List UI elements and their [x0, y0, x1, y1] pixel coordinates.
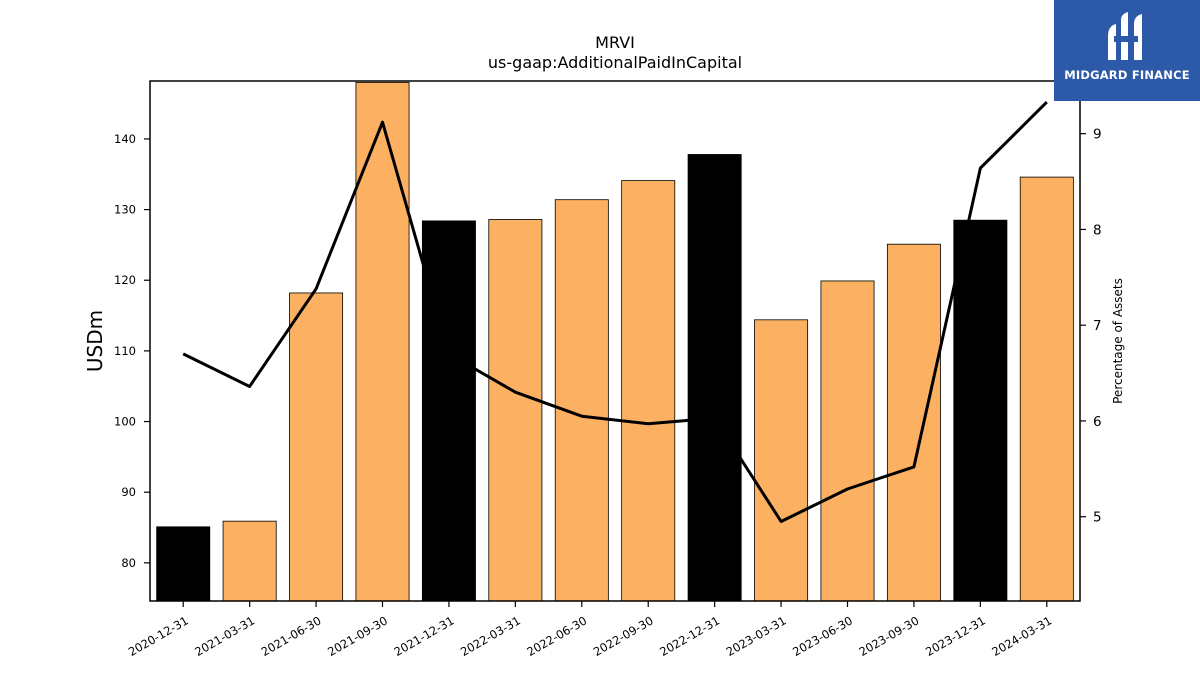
bar-2023-03-31: [754, 319, 809, 602]
bar-2022-09-30: [621, 180, 676, 602]
bar-2023-09-30: [886, 243, 941, 602]
y-axis-left: 80 90 100 110 120 130 140: [114, 132, 150, 570]
y-tick-label: 90: [121, 485, 136, 499]
line-layer: [182, 101, 1048, 523]
plot-frame: [149, 80, 1081, 602]
bar-group: [156, 82, 1074, 602]
x-tick-label: 2023-03-31: [724, 613, 789, 659]
x-tick-label: 2021-06-30: [259, 613, 324, 659]
bar-2023-12-31: [953, 219, 1008, 602]
y-tick-label: 140: [114, 132, 136, 146]
y-axis-label: USDm: [83, 310, 107, 372]
x-tick-label: 2023-09-30: [857, 613, 922, 659]
bar-2021-06-30: [289, 292, 344, 602]
brand-logo: MIDGARD FINANCE: [1054, 0, 1200, 101]
x-tick-label: 2021-09-30: [325, 613, 390, 659]
bar-2022-12-31: [687, 154, 742, 602]
bar-2021-12-31: [421, 220, 476, 602]
x-tick-label: 2022-12-31: [657, 613, 722, 659]
bar-2021-03-31: [222, 520, 277, 602]
x-tick-label: 2022-09-30: [591, 613, 656, 659]
bar-2024-03-31: [1019, 176, 1074, 602]
x-tick-label: 2023-12-31: [923, 613, 988, 659]
y2-axis-label: Percentage of Assets: [1111, 278, 1125, 404]
x-tick-label: 2021-03-31: [192, 613, 257, 659]
x-tick-label: 2021-12-31: [392, 613, 457, 659]
bar-2020-12-31: [156, 526, 211, 602]
bar-2021-09-30: [355, 82, 410, 602]
percentage-line: [182, 101, 1048, 523]
midgard-logo-icon: [1108, 12, 1142, 60]
y2-tick-label: 7: [1093, 318, 1102, 334]
chart-subtitle: us-gaap:AdditionalPaidInCapital: [488, 53, 742, 72]
chart-title: MRVI: [595, 33, 635, 52]
x-tick-label: 2022-06-30: [524, 613, 589, 659]
y2-tick-label: 5: [1093, 510, 1102, 526]
y2-tick-label: 8: [1093, 222, 1102, 238]
y-tick-label: 110: [114, 344, 136, 358]
x-tick-label: 2024-03-31: [989, 613, 1054, 659]
y-tick-label: 80: [121, 556, 136, 570]
y-tick-label: 120: [114, 273, 136, 287]
y-tick-label: 100: [114, 415, 136, 429]
y2-tick-label: 6: [1093, 414, 1102, 430]
brand-name: MIDGARD FINANCE: [1064, 68, 1190, 82]
y-tick-label: 130: [114, 203, 136, 217]
x-tick-label: 2022-03-31: [458, 613, 523, 659]
bar-2023-06-30: [820, 280, 875, 602]
y2-tick-label: 9: [1093, 127, 1102, 143]
y-axis-right: 5 6 7 8 9: [1080, 127, 1102, 526]
bar-2022-03-31: [488, 219, 543, 602]
x-axis: 2020-12-31 2021-03-31 2021-06-30 2021-09-30…: [126, 601, 1054, 659]
x-tick-label: 2023-06-30: [790, 613, 855, 659]
bar-2022-06-30: [554, 199, 609, 602]
x-tick-label: 2020-12-31: [126, 613, 191, 659]
